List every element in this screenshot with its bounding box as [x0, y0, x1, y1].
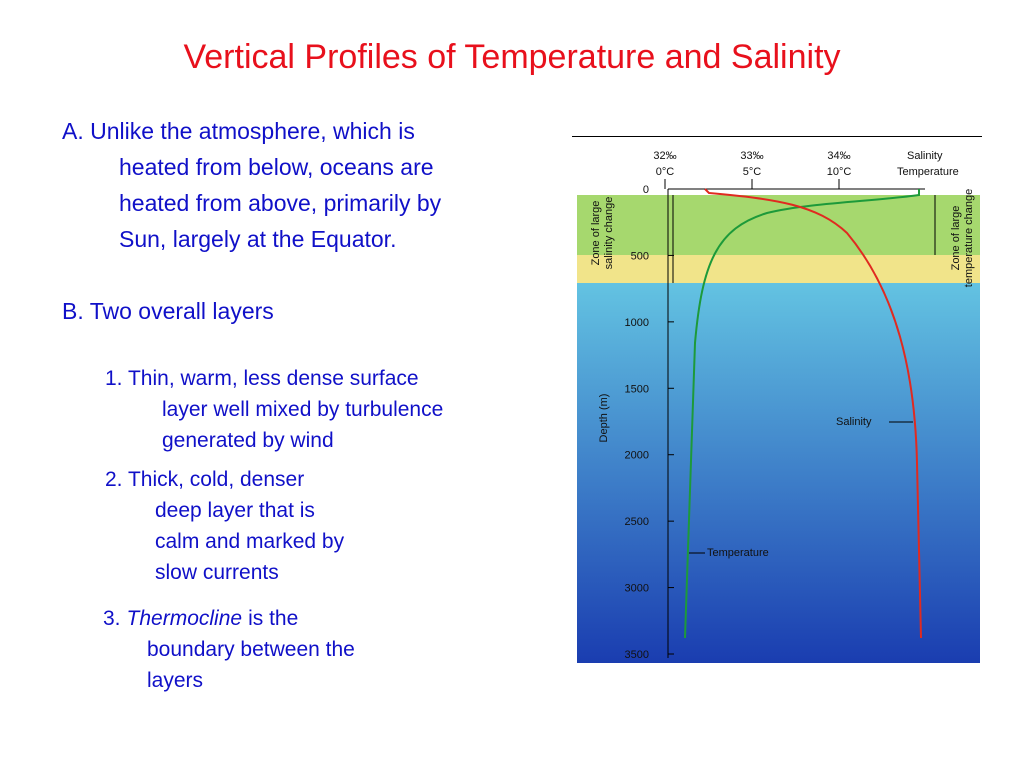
- slide-title: Vertical Profiles of Temperature and Sal…: [183, 38, 841, 76]
- legend-item: Salinity: [907, 150, 943, 162]
- zone-label: Zone of large: [950, 206, 962, 271]
- salinity-curve: [704, 188, 922, 639]
- top-label: 32‰: [653, 150, 676, 162]
- list-text: layers: [147, 669, 204, 692]
- list-text: 1. Thin, warm, less dense surface: [105, 367, 419, 390]
- y-tick-label: 2500: [625, 516, 649, 528]
- top-label: 0°C: [656, 166, 675, 178]
- y-tick-label: 1000: [625, 317, 649, 329]
- list-text: 2. Thick, cold, denser: [105, 468, 305, 491]
- annotation: Temperature: [707, 547, 769, 559]
- list-text: slow currents: [155, 561, 279, 584]
- list-text: generated by wind: [162, 429, 334, 452]
- annotation: Salinity: [836, 416, 872, 428]
- deep-zone: [577, 283, 980, 663]
- rule: [572, 136, 982, 137]
- y-tick-label: 3000: [625, 583, 649, 595]
- list-text: heated from below, oceans are: [119, 154, 434, 180]
- term: Thermocline: [126, 607, 243, 630]
- list-text: layer well mixed by turbulence: [162, 398, 444, 421]
- y-tick-label: 0: [643, 184, 649, 196]
- y-tick-label: 2000: [625, 450, 649, 462]
- axis-label: Depth (m): [598, 394, 610, 443]
- salinity-zone: [577, 195, 980, 255]
- zone-label: temperature change: [963, 189, 975, 287]
- figure: Salinity Temperature Salinity Temperatur…: [577, 143, 980, 663]
- temperature-curve: [684, 189, 920, 639]
- y-tick-label: 500: [631, 250, 649, 262]
- legend-item: Temperature: [897, 166, 959, 178]
- zone-label: Zone of large: [590, 201, 602, 266]
- zone-label: salinity change: [603, 197, 615, 270]
- y-tick-label: 3500: [625, 649, 649, 661]
- y-tick-label: 1500: [625, 383, 649, 395]
- list-text: boundary between the: [147, 638, 355, 661]
- list-text: deep layer that is: [155, 499, 315, 522]
- top-label: 34‰: [827, 150, 850, 162]
- header-bg: [577, 143, 980, 195]
- top-label: 5°C: [743, 166, 762, 178]
- list-text: A. Unlike the atmosphere, which is: [62, 118, 415, 144]
- thermocline-zone: [577, 255, 980, 283]
- top-label: 33‰: [740, 150, 763, 162]
- list-number: 3.: [103, 607, 121, 630]
- top-label: 10°C: [827, 166, 852, 178]
- list-text: calm and marked by: [155, 530, 345, 553]
- list-text: B. Two overall layers: [62, 298, 274, 324]
- list-text: heated from above, primarily by: [119, 190, 442, 216]
- list-text: is the: [248, 607, 299, 630]
- list-text: Sun, largely at the Equator.: [119, 226, 397, 252]
